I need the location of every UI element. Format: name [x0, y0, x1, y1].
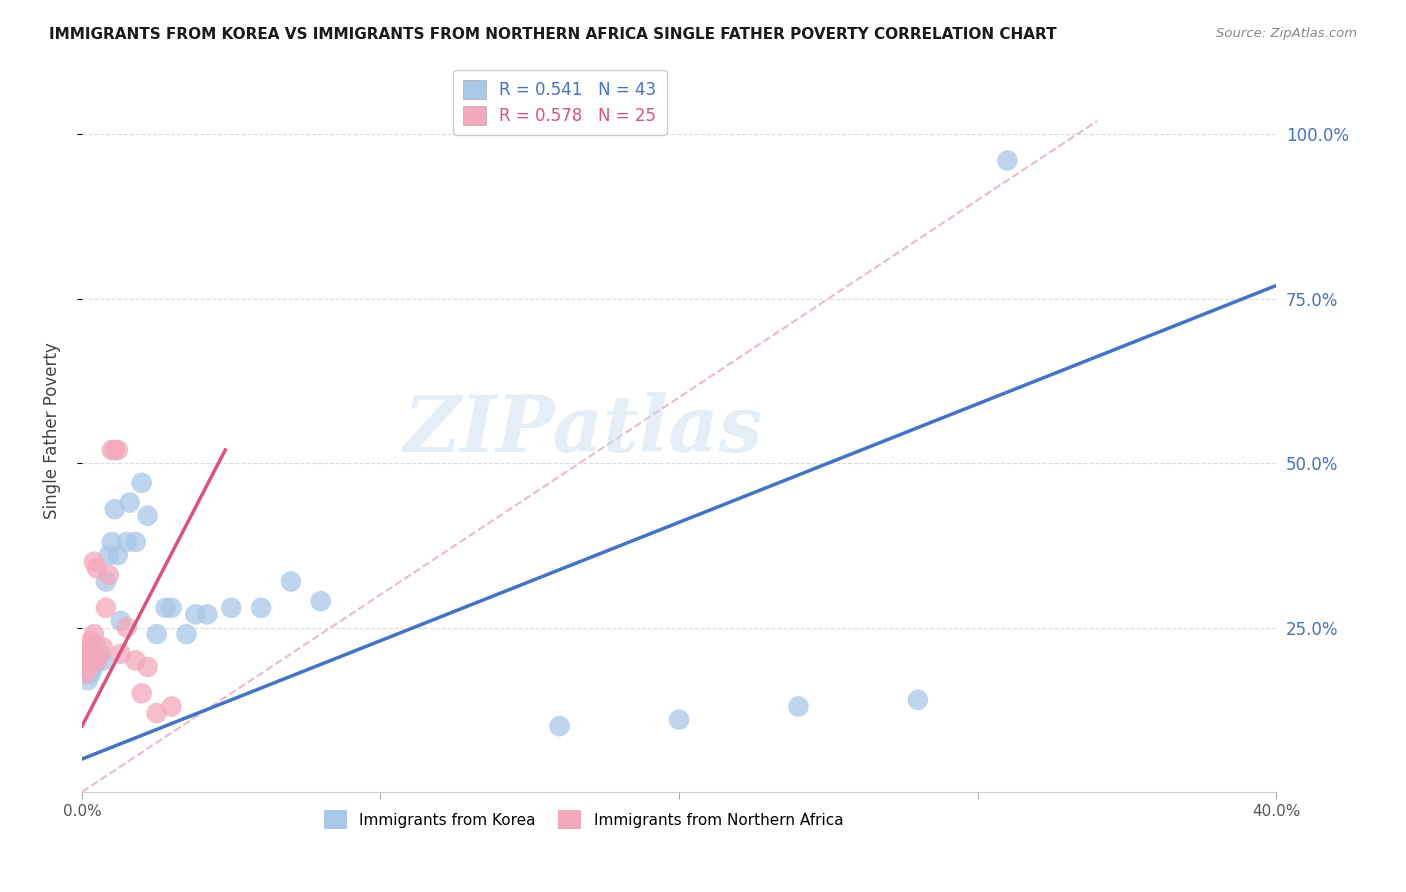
Text: Source: ZipAtlas.com: Source: ZipAtlas.com: [1216, 27, 1357, 40]
Point: [73, 653, 96, 667]
Point: [136, 508, 159, 523]
Point: [548, 719, 571, 733]
Point: [145, 706, 167, 720]
Point: [110, 647, 132, 661]
Point: [160, 699, 183, 714]
Point: [83, 555, 105, 569]
Point: [115, 621, 138, 635]
Point: [787, 699, 810, 714]
Point: [997, 153, 1019, 168]
Point: [94, 600, 117, 615]
Point: [89, 647, 111, 661]
Point: [83, 660, 105, 674]
Point: [136, 660, 159, 674]
Point: [110, 614, 132, 628]
Point: [104, 442, 127, 457]
Point: [160, 600, 183, 615]
Text: IMMIGRANTS FROM KOREA VS IMMIGRANTS FROM NORTHERN AFRICA SINGLE FATHER POVERTY C: IMMIGRANTS FROM KOREA VS IMMIGRANTS FROM…: [49, 27, 1057, 42]
Point: [86, 653, 108, 667]
Point: [77, 673, 100, 688]
Point: [80, 666, 103, 681]
Point: [907, 693, 929, 707]
Point: [155, 600, 177, 615]
Point: [77, 647, 100, 661]
Point: [131, 686, 153, 700]
Point: [80, 633, 103, 648]
Point: [73, 666, 96, 681]
Point: [86, 653, 108, 667]
Point: [89, 647, 111, 661]
Point: [104, 502, 127, 516]
Point: [101, 535, 124, 549]
Point: [125, 653, 148, 667]
Point: [73, 666, 96, 681]
Point: [77, 660, 100, 674]
Point: [80, 653, 103, 667]
Point: [125, 535, 148, 549]
Point: [115, 535, 138, 549]
Point: [83, 647, 105, 661]
Point: [73, 653, 96, 667]
Point: [250, 600, 273, 615]
Y-axis label: Single Father Poverty: Single Father Poverty: [44, 342, 60, 518]
Point: [219, 600, 242, 615]
Point: [97, 548, 120, 562]
Point: [80, 653, 103, 667]
Point: [91, 653, 114, 667]
Point: [86, 640, 108, 655]
Point: [83, 627, 105, 641]
Point: [77, 640, 100, 655]
Legend: Immigrants from Korea, Immigrants from Northern Africa: Immigrants from Korea, Immigrants from N…: [318, 804, 849, 835]
Point: [94, 574, 117, 589]
Point: [131, 475, 153, 490]
Point: [80, 660, 103, 674]
Point: [91, 640, 114, 655]
Point: [195, 607, 218, 622]
Point: [73, 647, 96, 661]
Point: [86, 561, 108, 575]
Point: [97, 568, 120, 582]
Point: [107, 442, 129, 457]
Point: [176, 627, 198, 641]
Point: [77, 660, 100, 674]
Point: [118, 495, 141, 509]
Point: [668, 713, 690, 727]
Point: [107, 548, 129, 562]
Point: [77, 653, 100, 667]
Point: [184, 607, 207, 622]
Point: [73, 647, 96, 661]
Point: [101, 442, 124, 457]
Point: [280, 574, 302, 589]
Point: [309, 594, 332, 608]
Point: [145, 627, 167, 641]
Point: [73, 660, 96, 674]
Text: ZIPatlas: ZIPatlas: [404, 392, 763, 468]
